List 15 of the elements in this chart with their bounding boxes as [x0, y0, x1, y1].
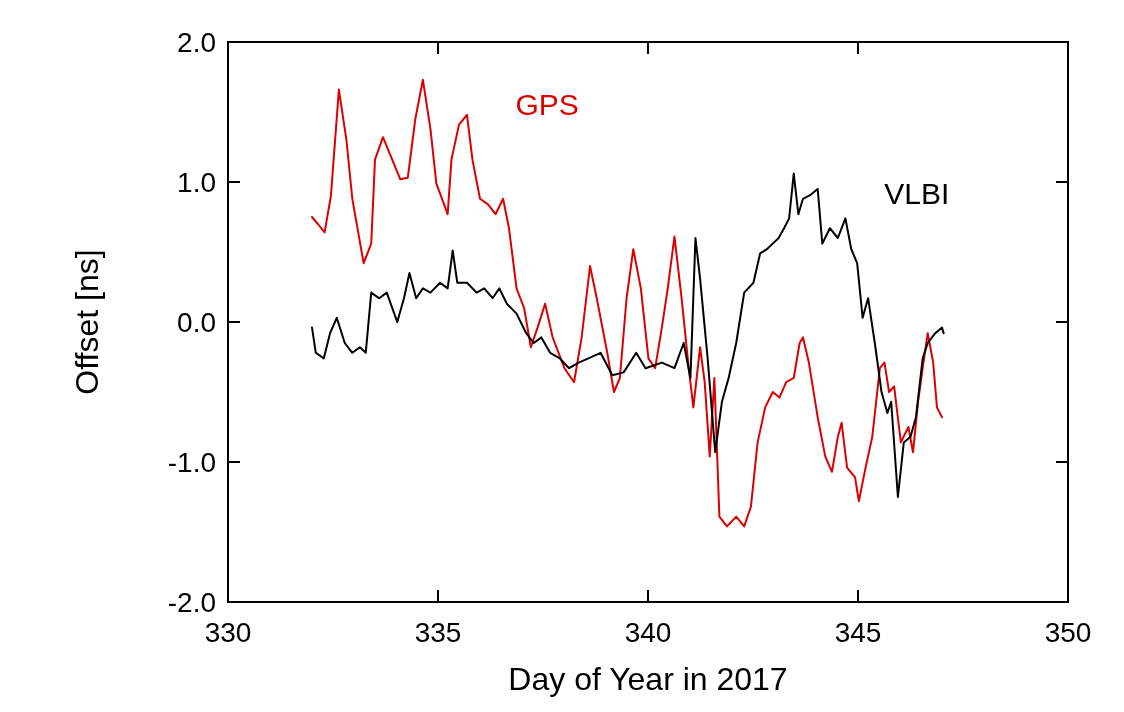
y-tick-label: 2.0	[177, 26, 216, 58]
line-series	[311, 172, 945, 498]
series-label: VLBI	[884, 177, 950, 211]
x-tick-label: 335	[414, 617, 462, 648]
y-tick-label: 0.0	[177, 306, 216, 338]
x-tick-label: 350	[1044, 617, 1092, 648]
series-label: GPS	[515, 87, 579, 121]
y-tick-label: -2.0	[167, 586, 216, 618]
x-tick-label: 330	[204, 617, 252, 648]
x-axis-title: Day of Year in 2017	[508, 661, 788, 697]
x-tick-label: 340	[624, 617, 672, 648]
y-tick-label: -1.0	[167, 446, 216, 478]
x-tick-label: 345	[834, 617, 882, 648]
y-tick-label: 1.0	[177, 166, 216, 198]
y-axis-title: Offset [ns]	[69, 249, 105, 395]
